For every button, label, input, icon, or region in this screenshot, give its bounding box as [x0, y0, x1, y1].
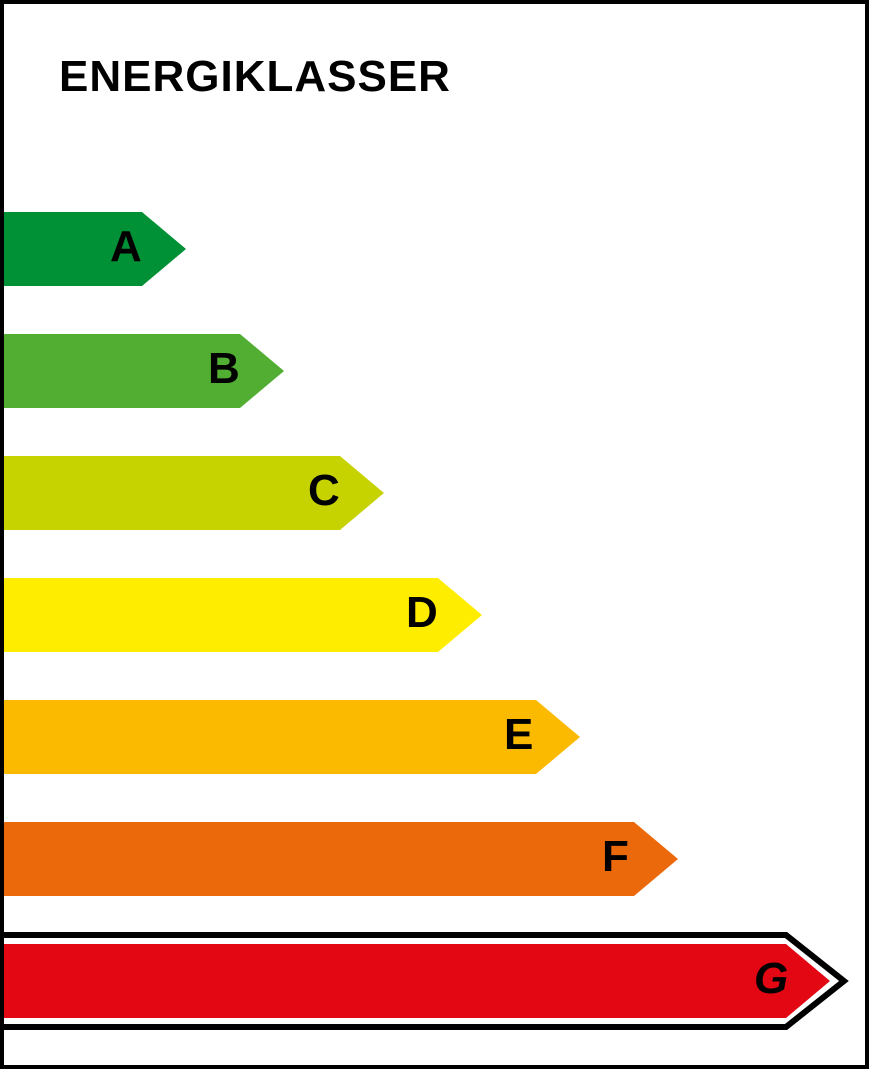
- arrow-bar: [4, 334, 284, 408]
- arrow-bar: [4, 700, 580, 774]
- energy-class-row-b: B: [4, 334, 284, 413]
- energy-arrow-chart: A B C D E F G: [4, 4, 865, 1065]
- energy-class-label: A: [110, 222, 142, 272]
- energy-class-label: C: [308, 466, 340, 516]
- energy-class-label: F: [602, 832, 629, 882]
- arrow-bar: [0, 932, 854, 1030]
- energy-class-label: G: [754, 954, 788, 1004]
- energy-class-row-g: G: [0, 932, 854, 1035]
- energy-class-label: E: [504, 710, 533, 760]
- energy-class-row-c: C: [4, 456, 384, 535]
- energy-label-container: ENERGIKLASSER ABCDEFG: [0, 0, 869, 1069]
- energy-class-row-e: E: [4, 700, 580, 779]
- energy-class-label: B: [208, 344, 240, 394]
- energy-class-row-a: A: [4, 212, 186, 291]
- energy-class-label: D: [406, 588, 438, 638]
- arrow-bar: [4, 212, 186, 286]
- energy-class-row-f: F: [4, 822, 678, 901]
- energy-class-row-d: D: [4, 578, 482, 657]
- arrow-bar: [4, 822, 678, 896]
